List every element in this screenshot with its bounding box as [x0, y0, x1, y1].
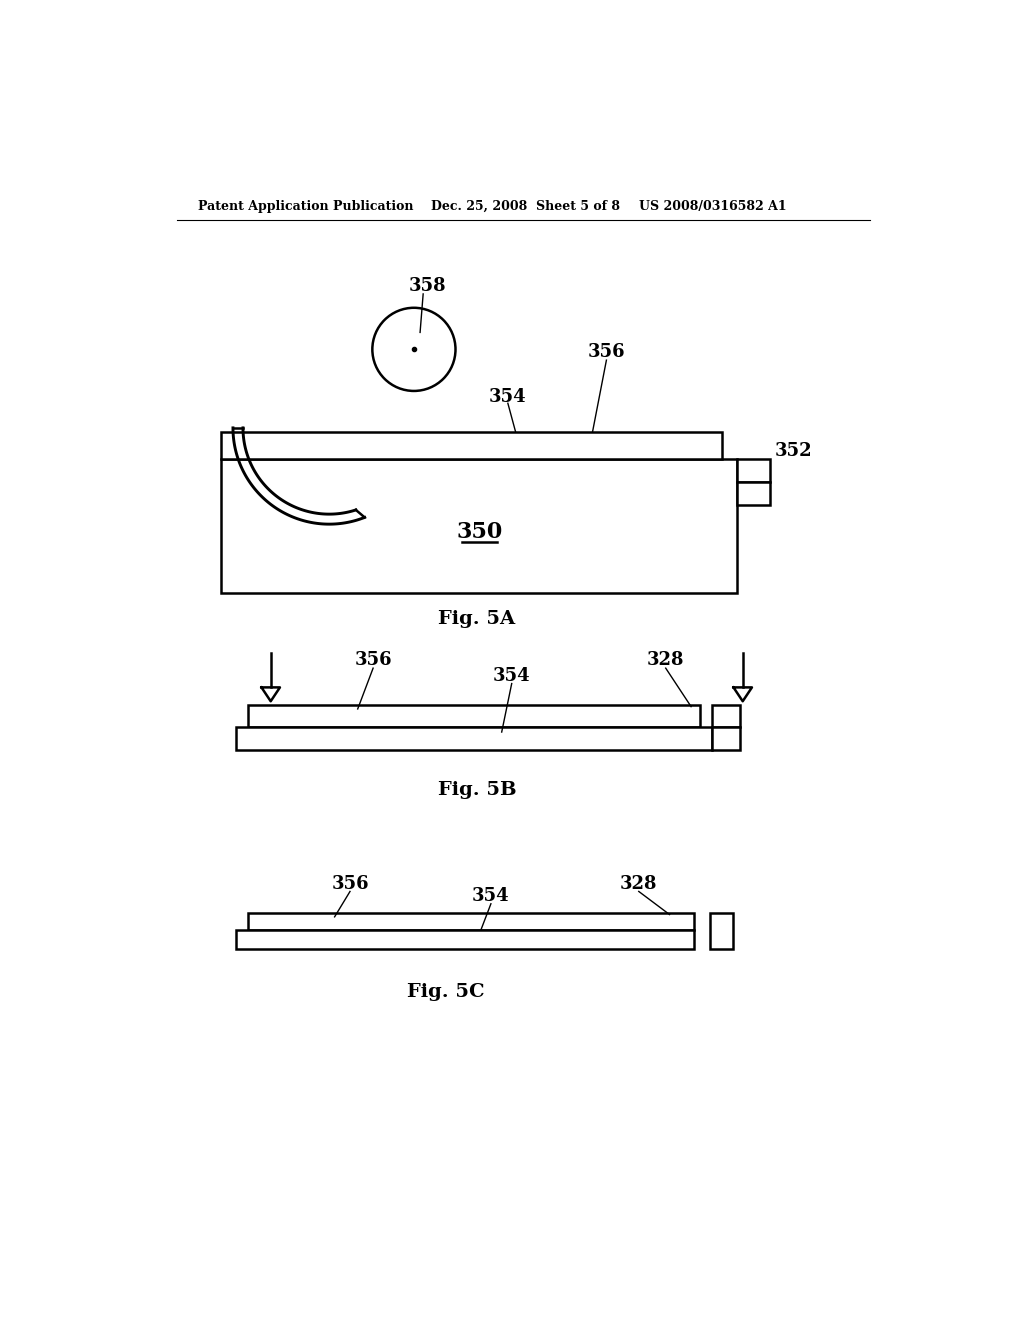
Text: 354: 354 [472, 887, 510, 906]
Bar [737, 459, 770, 482]
Text: 328: 328 [647, 652, 684, 669]
Text: 354: 354 [489, 388, 526, 407]
Text: 354: 354 [493, 667, 530, 685]
Text: Dec. 25, 2008  Sheet 5 of 8: Dec. 25, 2008 Sheet 5 of 8 [431, 199, 620, 213]
Bar [248, 705, 700, 726]
Text: Patent Application Publication: Patent Application Publication [199, 199, 414, 213]
Bar [710, 913, 733, 949]
Text: Fig. 5B: Fig. 5B [437, 781, 516, 799]
Bar [712, 705, 740, 727]
Text: 356: 356 [331, 875, 369, 892]
Circle shape [373, 308, 456, 391]
Bar [248, 913, 694, 929]
Bar [237, 929, 694, 949]
Bar [737, 482, 770, 506]
Text: US 2008/0316582 A1: US 2008/0316582 A1 [639, 199, 786, 213]
Bar [237, 726, 712, 750]
Text: 352: 352 [774, 442, 812, 459]
Text: Fig. 5C: Fig. 5C [408, 982, 485, 1001]
Bar [712, 727, 740, 750]
Text: 356: 356 [588, 343, 626, 362]
Text: 328: 328 [620, 875, 657, 892]
Text: 350: 350 [457, 521, 503, 544]
Bar [221, 432, 722, 459]
Text: 356: 356 [354, 652, 392, 669]
Text: Fig. 5A: Fig. 5A [438, 610, 516, 628]
Bar [221, 459, 737, 594]
Text: 358: 358 [409, 277, 446, 296]
